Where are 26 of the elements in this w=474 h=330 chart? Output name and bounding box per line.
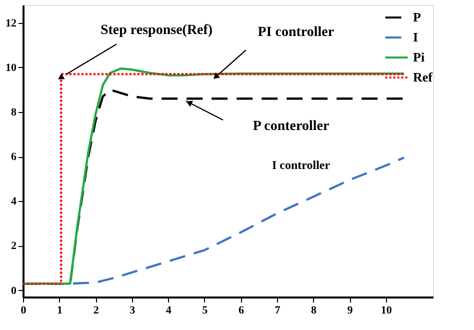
y-tick-label: 2 [11, 240, 17, 252]
y-tick-label: 6 [11, 151, 17, 164]
x-tick-label: 7 [274, 304, 281, 316]
x-tick-label: 6 [238, 304, 244, 316]
x-tick-label: 3 [130, 304, 136, 316]
x-tick-label: 2 [93, 304, 100, 316]
legend-label: P [413, 10, 421, 24]
x-tick-label: 0 [20, 304, 27, 316]
y-tick-label: 12 [6, 17, 17, 30]
y-tick-label: 0 [11, 284, 17, 297]
annotation: P conteroller [252, 119, 330, 134]
y-tick-label: 4 [11, 196, 17, 208]
legend-label: I [413, 30, 418, 44]
annotation: Step response(Ref) [100, 23, 213, 38]
x-tick-label: 1 [57, 304, 63, 316]
annotation: I controller [272, 158, 331, 172]
legend-label: Ref [413, 70, 434, 84]
x-tick-label: 8 [311, 304, 318, 316]
x-tick-label: 4 [166, 304, 172, 316]
annotation: PI controller [258, 25, 334, 40]
y-tick-label: 8 [11, 106, 17, 118]
legend-label: Pi [413, 50, 425, 64]
y-tick-label: 10 [6, 62, 17, 74]
x-tick-label: 5 [202, 304, 208, 316]
x-tick-label: 10 [380, 304, 392, 316]
x-tick-label: 9 [347, 304, 354, 316]
